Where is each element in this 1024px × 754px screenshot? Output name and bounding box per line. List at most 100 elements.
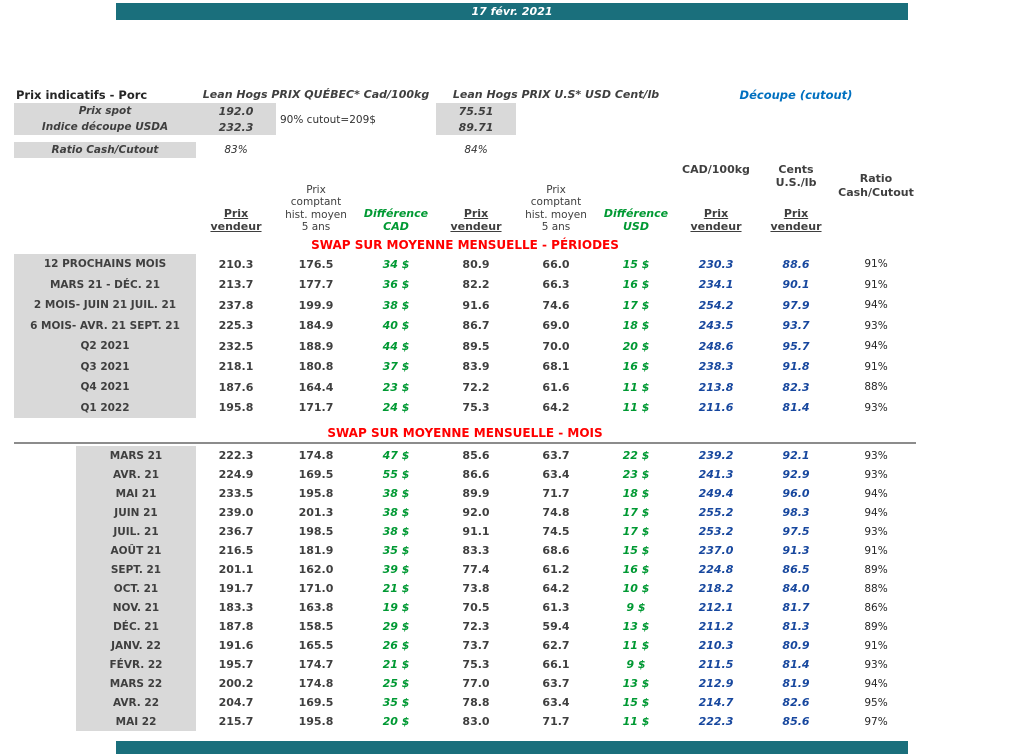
cell-difference-usd: 9 $ — [626, 658, 646, 671]
cell-difference-cad: 21 $ — [382, 658, 410, 671]
cell-cutout-cad: 224.8 — [698, 563, 734, 576]
cell-cutout-cad: 255.2 — [698, 506, 734, 519]
row-label: NOV. 21 — [76, 598, 196, 617]
cell-difference-usd: 11 $ — [622, 401, 650, 415]
cell-difference-cad: 23 $ — [382, 380, 410, 394]
cell-ratio-cash-cutout: 94% — [864, 487, 888, 500]
cell-difference-cad: 47 $ — [382, 449, 410, 462]
table-row: DÉC. 21 187.8 158.5 29 $ 72.3 59.4 13 $ … — [14, 617, 916, 636]
cell-usd-hist-moyen: 63.4 — [542, 468, 570, 481]
cell-cad-prix-vendeur: 191.7 — [218, 582, 254, 595]
cell-usd-hist-moyen: 64.2 — [542, 401, 570, 415]
cell-difference-usd: 13 $ — [622, 620, 650, 633]
cell-cutout-us: 81.4 — [782, 658, 810, 671]
row-label: MARS 21 — [76, 446, 196, 465]
spot-price-row: Prix spot 192.0 75.51 — [14, 103, 916, 119]
col-cad-unit: CAD/100kg — [682, 163, 750, 176]
row-label: OCT. 21 — [76, 579, 196, 598]
table-row: AVR. 22 204.7 169.5 35 $ 78.8 63.4 15 $ … — [14, 693, 916, 712]
table-row: MAI 21 233.5 195.8 38 $ 89.9 71.7 18 $ 2… — [14, 484, 916, 503]
cell-cad-hist-moyen: 169.5 — [298, 696, 334, 709]
section-title-periodes: SWAP SUR MOYENNE MENSUELLE - PÉRIODES — [311, 238, 619, 252]
row-label: MAI 22 — [76, 712, 196, 731]
cell-difference-cad: 38 $ — [382, 298, 410, 312]
cell-difference-usd: 17 $ — [622, 525, 650, 538]
cell-ratio-cash-cutout: 93% — [864, 449, 888, 462]
cell-cad-prix-vendeur: 218.1 — [218, 360, 254, 374]
quebec-market-header: Lean Hogs PRIX QUÉBEC* Cad/100kg — [202, 88, 430, 101]
cell-difference-cad: 36 $ — [382, 278, 410, 292]
cell-difference-cad: 29 $ — [382, 620, 410, 633]
cell-usd-prix-vendeur: 89.9 — [462, 487, 490, 500]
cell-cad-prix-vendeur: 204.7 — [218, 696, 254, 709]
cash-cutout-ratio-us: 84% — [464, 144, 488, 156]
cell-usd-hist-moyen: 74.5 — [542, 525, 570, 538]
cell-cutout-us: 88.6 — [782, 257, 810, 271]
cell-cutout-cad: 248.6 — [698, 339, 734, 353]
cell-cutout-us: 95.7 — [782, 339, 810, 353]
row-label: JUIN 21 — [76, 503, 196, 522]
cell-cutout-cad: 222.3 — [698, 715, 734, 728]
cell-usd-prix-vendeur: 83.0 — [462, 715, 490, 728]
cell-cutout-us: 81.4 — [782, 401, 810, 415]
row-label: AVR. 21 — [76, 465, 196, 484]
cell-cad-hist-moyen: 201.3 — [298, 506, 334, 519]
cell-cad-prix-vendeur: 195.8 — [218, 401, 254, 415]
cell-usd-hist-moyen: 63.4 — [542, 696, 570, 709]
cell-cad-hist-moyen: 174.8 — [298, 449, 334, 462]
cell-cutout-us: 91.8 — [782, 360, 810, 374]
cell-cad-hist-moyen: 171.0 — [298, 582, 334, 595]
cell-cad-prix-vendeur: 200.2 — [218, 677, 254, 690]
cell-cutout-us: 85.6 — [782, 715, 810, 728]
cell-cutout-us: 82.6 — [782, 696, 810, 709]
cell-difference-cad: 21 $ — [382, 582, 410, 595]
row-label: MARS 21 - DÉC. 21 — [14, 274, 196, 295]
cell-cutout-cad: 211.6 — [698, 401, 734, 415]
cell-usd-prix-vendeur: 86.7 — [462, 319, 490, 333]
table-row: JUIL. 21 236.7 198.5 38 $ 91.1 74.5 17 $… — [14, 522, 916, 541]
cell-difference-usd: 15 $ — [622, 544, 650, 557]
cell-difference-usd: 11 $ — [622, 380, 650, 394]
cutout-note: 90% cutout=209$ — [280, 114, 376, 126]
table-row: FÉVR. 22 195.7 174.7 21 $ 75.3 66.1 9 $ … — [14, 655, 916, 674]
cell-cutout-us: 98.3 — [782, 506, 810, 519]
cell-usd-prix-vendeur: 85.6 — [462, 449, 490, 462]
cell-cad-prix-vendeur: 225.3 — [218, 319, 254, 333]
cell-cad-hist-moyen: 188.9 — [298, 339, 334, 353]
cell-cutout-cad: 230.3 — [698, 257, 734, 271]
cell-difference-usd: 16 $ — [622, 278, 650, 292]
cell-cutout-us: 81.3 — [782, 620, 810, 633]
cash-cutout-ratio-label: Ratio Cash/Cutout — [14, 142, 196, 158]
cell-cutout-cad: 241.3 — [698, 468, 734, 481]
cell-cutout-cad: 212.9 — [698, 677, 734, 690]
cell-cad-prix-vendeur: 183.3 — [218, 601, 254, 614]
table-row: AOÛT 21 216.5 181.9 35 $ 83.3 68.6 15 $ … — [14, 541, 916, 560]
cutout-header: Découpe (cutout) — [739, 87, 853, 102]
cell-usd-prix-vendeur: 83.9 — [462, 360, 490, 374]
usda-cutout-label: Indice découpe USDA — [14, 119, 196, 135]
cell-usd-hist-moyen: 71.7 — [542, 715, 570, 728]
cell-cad-prix-vendeur: 187.6 — [218, 380, 254, 394]
cell-cutout-cad: 214.7 — [698, 696, 734, 709]
cell-cutout-cad: 249.4 — [698, 487, 734, 500]
cell-cad-hist-moyen: 180.8 — [298, 360, 334, 374]
cell-ratio-cash-cutout: 89% — [864, 563, 888, 576]
cell-difference-usd: 22 $ — [622, 449, 650, 462]
cell-ratio-cash-cutout: 91% — [864, 278, 888, 291]
cell-ratio-cash-cutout: 93% — [864, 401, 888, 414]
cell-usd-prix-vendeur: 73.7 — [462, 639, 490, 652]
cell-ratio-cash-cutout: 93% — [864, 658, 888, 671]
cell-cad-hist-moyen: 195.8 — [298, 715, 334, 728]
cell-cad-hist-moyen: 176.5 — [298, 257, 334, 271]
cell-difference-usd: 18 $ — [622, 319, 650, 333]
cell-difference-cad: 26 $ — [382, 639, 410, 652]
col-us-unit: Cents U.S./lb — [775, 163, 817, 190]
cell-difference-cad: 24 $ — [382, 401, 410, 415]
cell-cad-hist-moyen: 169.5 — [298, 468, 334, 481]
table-row: AVR. 21 224.9 169.5 55 $ 86.6 63.4 23 $ … — [14, 465, 916, 484]
table-row: SEPT. 21 201.1 162.0 39 $ 77.4 61.2 16 $… — [14, 560, 916, 579]
cell-cutout-us: 90.1 — [782, 278, 810, 292]
cell-difference-cad: 25 $ — [382, 677, 410, 690]
row-label: SEPT. 21 — [76, 560, 196, 579]
spot-price-us: 75.51 — [436, 103, 516, 119]
